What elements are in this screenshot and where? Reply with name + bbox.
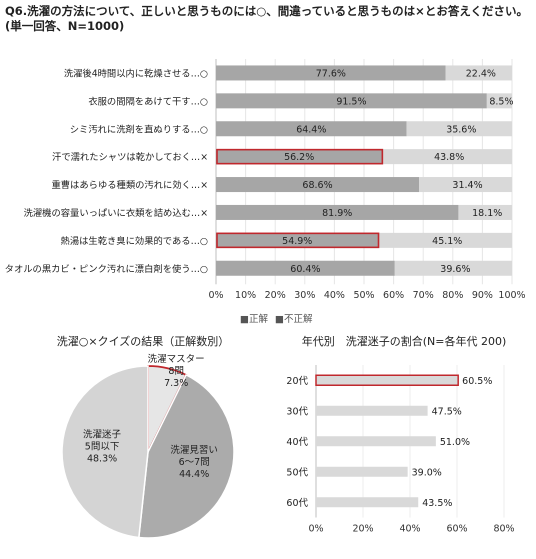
age-value-label: 51.0% xyxy=(440,437,470,448)
correct-value-label: 56.2% xyxy=(284,152,314,163)
incorrect-value-label: 43.8% xyxy=(434,152,464,163)
pie-title: 洗濯○×クイズの結果（正解数別） xyxy=(57,334,229,348)
pie-slice-label: 洗濯迷子 xyxy=(83,429,122,441)
incorrect-value-label: 35.6% xyxy=(446,124,476,135)
age-bar xyxy=(316,497,419,508)
age-label: 20代 xyxy=(286,376,308,387)
x-tick-label: 0% xyxy=(208,290,223,301)
incorrect-bar xyxy=(486,93,512,109)
category-label: 熱湯は生乾き臭に効果的である…○ xyxy=(61,235,208,247)
pie-slice xyxy=(138,373,235,539)
age-value-label: 43.5% xyxy=(422,498,452,509)
pie-slice-value-label: 7.3% xyxy=(164,378,188,389)
age-label: 50代 xyxy=(286,467,308,478)
correct-bar xyxy=(216,260,395,276)
pie-slice-value-label: 44.4% xyxy=(179,469,209,480)
legend-incorrect: ■不正解 xyxy=(275,313,313,325)
incorrect-bar xyxy=(406,121,512,137)
x-tick-label: 0% xyxy=(308,524,323,535)
x-tick-label: 100% xyxy=(498,290,525,301)
correct-value-label: 91.5% xyxy=(336,96,366,107)
incorrect-bar xyxy=(458,204,512,220)
correct-bar xyxy=(216,177,420,193)
highlight-outline xyxy=(216,148,384,165)
correct-bar xyxy=(216,121,407,137)
x-tick-label: 90% xyxy=(472,290,493,301)
incorrect-bar xyxy=(445,65,512,81)
incorrect-bar xyxy=(378,232,512,248)
age-bar xyxy=(315,374,459,386)
correct-bar xyxy=(216,232,379,248)
question-note: (単一回答、N=1000) xyxy=(5,19,125,33)
age-bar xyxy=(316,405,428,416)
correct-value-label: 54.9% xyxy=(282,236,312,247)
age-bar xyxy=(316,436,436,447)
x-tick-label: 60% xyxy=(383,290,404,301)
pie-slice-label: 8問 xyxy=(168,366,184,377)
quiz-answers-stacked-bar-chart: 0% 10% 20% 30% 40% 50% 60% 70% 80% 90% 100% 洗濯後4時間以… xyxy=(5,59,526,325)
age-value-label: 60.5% xyxy=(462,376,492,387)
pie-slice-label: 6～7問 xyxy=(179,457,210,468)
category-label: シミ汚れに洗剤を直ぬりする…○ xyxy=(70,123,208,135)
x-tick-label: 20% xyxy=(352,524,373,535)
x-tick-label: 40% xyxy=(324,290,345,301)
category-label: 洗濯後4時間以内に乾燥させる…○ xyxy=(64,67,208,79)
x-tick-label: 50% xyxy=(353,290,374,301)
incorrect-bar xyxy=(382,149,512,165)
age-label: 30代 xyxy=(286,406,308,417)
correct-bar xyxy=(216,93,487,109)
question-title: Q6.洗濯の方法について、正しいと思うものには○、間違っていると思うものは×とお… xyxy=(5,4,528,18)
incorrect-value-label: 18.1% xyxy=(472,208,502,219)
category-label: 衣服の間隔をあけて干す…○ xyxy=(88,95,208,107)
incorrect-value-label: 31.4% xyxy=(452,180,482,191)
pie-slice-label: 洗濯マスター xyxy=(148,353,205,365)
incorrect-value-label: 39.6% xyxy=(440,264,470,275)
highlight-outline xyxy=(216,232,380,249)
correct-value-label: 68.6% xyxy=(302,180,332,191)
x-tick-label: 10% xyxy=(235,290,256,301)
category-label: タオルの黒カビ・ピンク汚れに漂白剤を使う…○ xyxy=(5,263,208,275)
x-tick-label: 80% xyxy=(442,290,463,301)
pie-slice-label: 洗濯見習い xyxy=(170,444,218,456)
category-label: 重曹はあらゆる種類の汚れに効く…× xyxy=(51,179,208,191)
x-tick-label: 60% xyxy=(446,524,467,535)
category-label: 洗濯機の容量いっぱいに衣類を詰め込む…× xyxy=(24,207,208,219)
question-heading: Q6.洗濯の方法について、正しいと思うものには○、間違っていると思うものは×とお… xyxy=(5,4,533,34)
x-tick-label: 80% xyxy=(493,524,514,535)
age-value-label: 47.5% xyxy=(432,406,462,417)
incorrect-value-label: 22.4% xyxy=(466,68,496,79)
category-label: 汗で濡れたシャツは乾かしておく…× xyxy=(52,151,208,163)
correct-value-label: 77.6% xyxy=(316,68,346,79)
pie-slice-value-label: 48.3% xyxy=(87,454,117,465)
age-chart-title: 年代別 洗濯迷子の割合(N=各年代 200) xyxy=(302,334,507,348)
x-tick-label: 70% xyxy=(413,290,434,301)
correct-bar xyxy=(216,149,383,165)
correct-bar xyxy=(216,204,459,220)
correct-value-label: 60.4% xyxy=(290,264,320,275)
correct-value-label: 81.9% xyxy=(322,208,352,219)
incorrect-value-label: 8.5% xyxy=(489,96,513,107)
pie-slice-label: 5問以下 xyxy=(85,442,120,453)
age-bar xyxy=(316,466,408,477)
x-tick-label: 40% xyxy=(399,524,420,535)
x-tick-label: 30% xyxy=(294,290,315,301)
correct-value-label: 64.4% xyxy=(296,124,326,135)
x-tick-label: 20% xyxy=(265,290,286,301)
incorrect-bar xyxy=(419,177,512,193)
age-label: 40代 xyxy=(286,437,308,448)
incorrect-value-label: 45.1% xyxy=(432,236,462,247)
pie-slice xyxy=(61,365,149,539)
age-label: 60代 xyxy=(286,498,308,509)
incorrect-bar xyxy=(394,260,512,276)
correct-bar xyxy=(216,65,446,81)
age-value-label: 39.0% xyxy=(412,467,442,478)
legend-correct: ■正解 xyxy=(240,313,268,325)
